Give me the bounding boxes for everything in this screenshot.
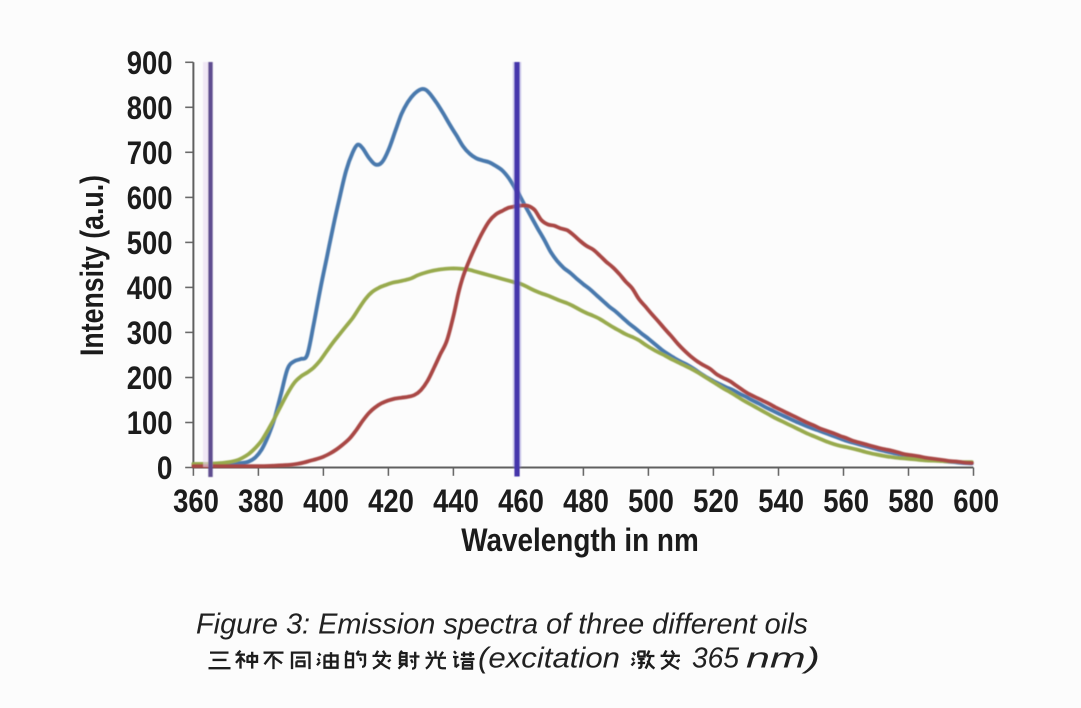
svg-text:nm): nm)	[746, 643, 820, 675]
svg-text:100: 100	[127, 405, 173, 441]
svg-text:480: 480	[563, 483, 609, 519]
svg-text:900: 900	[127, 45, 173, 81]
svg-text:420: 420	[368, 483, 414, 519]
svg-text:Figure 3: Emission spectra of: Figure 3: Emission spectra of three diff…	[196, 609, 808, 641]
svg-text:Wavelength in nm: Wavelength in nm	[461, 522, 699, 558]
svg-text:Intensity (a.u.): Intensity (a.u.)	[74, 175, 110, 356]
svg-text:380: 380	[238, 483, 284, 519]
svg-text:700: 700	[127, 135, 173, 171]
svg-text:600: 600	[953, 483, 999, 519]
svg-text:(excitation: (excitation	[478, 643, 620, 675]
svg-text:560: 560	[823, 483, 869, 519]
svg-text:600: 600	[127, 180, 173, 216]
svg-text:200: 200	[127, 360, 173, 396]
svg-text:300: 300	[127, 315, 173, 351]
svg-text:0: 0	[157, 450, 173, 486]
svg-text:400: 400	[127, 270, 173, 306]
svg-text:365: 365	[692, 643, 740, 675]
svg-text:500: 500	[127, 225, 173, 261]
svg-text:460: 460	[498, 483, 544, 519]
svg-text:520: 520	[693, 483, 739, 519]
svg-text:440: 440	[433, 483, 479, 519]
svg-text:400: 400	[303, 483, 349, 519]
svg-text:580: 580	[888, 483, 934, 519]
svg-text:540: 540	[758, 483, 804, 519]
svg-text:360: 360	[173, 483, 219, 519]
svg-text:800: 800	[127, 90, 173, 126]
svg-text:500: 500	[628, 483, 674, 519]
